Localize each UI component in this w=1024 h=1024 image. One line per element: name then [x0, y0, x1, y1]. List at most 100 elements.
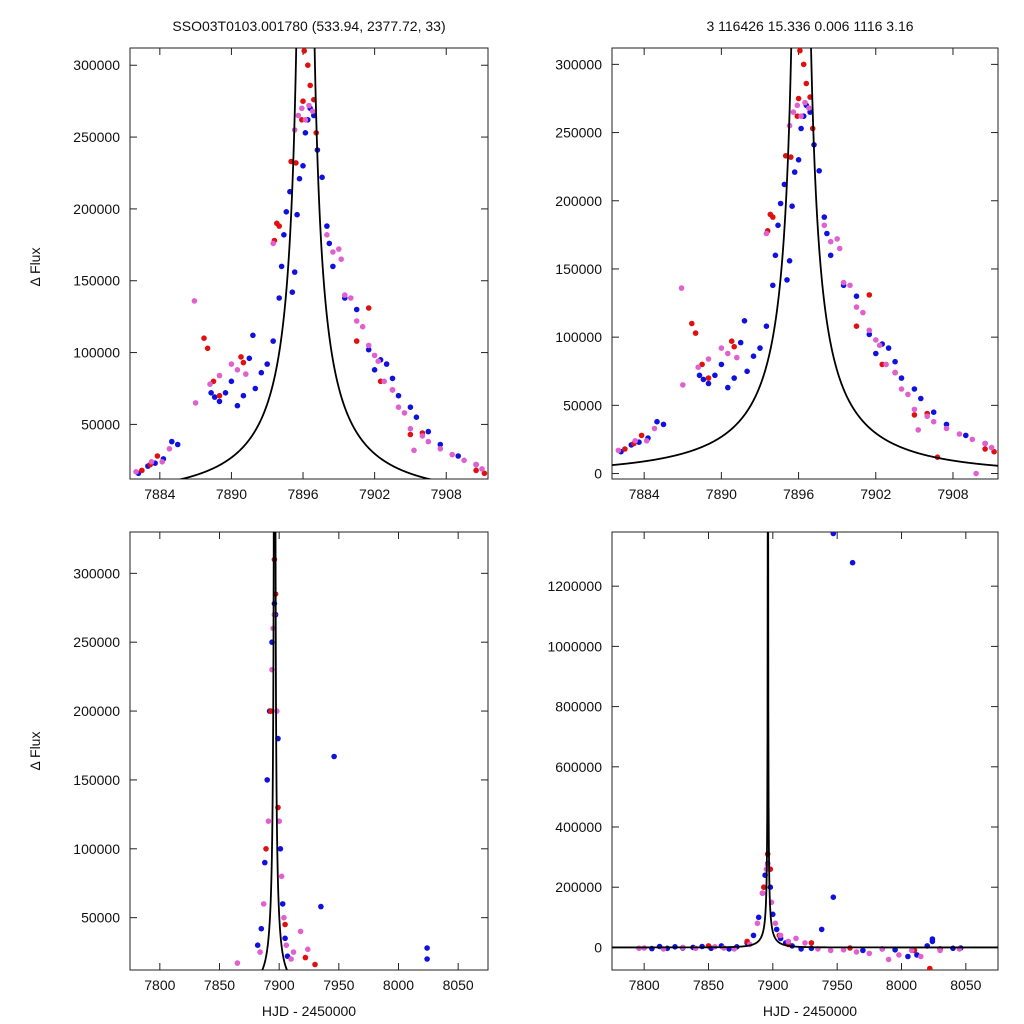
panel-top-right: 3 116426 15.336 0.006 1116 3.16 7884 7890… — [555, 18, 999, 502]
x-tick-label: 8050 — [950, 977, 981, 993]
data-point — [982, 446, 988, 452]
y-tick-label: 300000 — [555, 56, 602, 72]
data-point — [781, 181, 788, 188]
data-point — [289, 289, 296, 296]
data-point — [342, 292, 348, 298]
data-point — [991, 448, 997, 455]
data-point — [821, 222, 828, 229]
data-point — [159, 459, 165, 465]
data-point — [331, 753, 337, 760]
data-point — [365, 346, 372, 353]
data-point — [660, 421, 667, 428]
data-point — [750, 932, 757, 939]
data-point — [279, 901, 286, 907]
x-tick-label: 8000 — [886, 977, 917, 993]
data-point — [791, 169, 798, 175]
y-tick-label: 0 — [594, 939, 602, 955]
plot-area — [612, 532, 998, 970]
plot-frame — [129, 531, 489, 971]
y-tick-label: 0 — [594, 466, 602, 482]
data-point — [319, 174, 325, 181]
data-point — [866, 950, 873, 957]
y-axis-label: Δ Flux — [27, 248, 43, 287]
data-series — [133, 102, 485, 475]
data-point — [216, 398, 223, 405]
data-point — [770, 282, 776, 289]
data-point — [419, 433, 426, 439]
x-tick-label: 7884 — [144, 486, 175, 502]
panel-top-left: SSO03T0103.001780 (533.94, 2377.72, 33) … — [27, 18, 489, 502]
data-point — [276, 818, 283, 824]
data-point — [407, 425, 414, 432]
data-point — [927, 965, 933, 970]
data-point — [250, 332, 256, 339]
data-point — [324, 223, 330, 229]
data-point — [395, 404, 402, 411]
data-point — [759, 890, 766, 896]
x-tick-label: 7850 — [204, 977, 235, 993]
data-point — [885, 345, 892, 351]
data-point — [281, 232, 287, 238]
data-point — [174, 441, 181, 448]
data-point — [265, 818, 272, 824]
data-point — [437, 446, 444, 452]
data-point — [750, 353, 757, 360]
data-point — [763, 230, 770, 237]
data-point — [700, 376, 707, 383]
plot-frame — [129, 47, 489, 480]
y-tick-label: 1200000 — [547, 578, 602, 594]
data-point — [930, 409, 937, 416]
data-point — [425, 428, 432, 435]
y-tick-label: 100000 — [73, 345, 120, 361]
data-point — [291, 269, 298, 275]
data-point — [853, 304, 860, 310]
x-tick-label: 7850 — [693, 977, 724, 993]
data-point — [473, 467, 479, 474]
data-point — [638, 432, 645, 439]
data-point — [270, 240, 277, 247]
data-point — [834, 236, 840, 242]
data-point — [204, 345, 211, 352]
data-point — [365, 305, 372, 311]
data-point — [818, 926, 825, 933]
data-point — [830, 532, 837, 537]
plot-frame — [611, 47, 999, 480]
data-point — [918, 395, 924, 402]
data-point — [365, 342, 372, 349]
data-point — [802, 99, 808, 106]
data-point — [234, 402, 241, 409]
data-point — [794, 102, 801, 109]
data-point — [943, 425, 950, 432]
data-point — [264, 361, 271, 367]
data-point — [330, 263, 336, 270]
data-point — [905, 391, 911, 398]
x-tick-label: 7908 — [431, 486, 462, 502]
data-point — [302, 954, 309, 961]
data-point — [240, 359, 247, 366]
data-point — [651, 425, 658, 432]
data-point — [808, 940, 815, 946]
data-point — [371, 352, 378, 359]
data-point — [283, 942, 290, 948]
data-point — [294, 211, 300, 218]
data-series — [615, 99, 995, 477]
data-point — [254, 942, 261, 948]
data-point — [816, 168, 822, 174]
x-tick-label: 7896 — [287, 486, 318, 502]
data-point — [911, 406, 918, 413]
data-point — [788, 154, 794, 160]
data-point — [790, 109, 797, 115]
data-point — [725, 350, 731, 357]
data-point — [338, 256, 345, 263]
data-point — [353, 338, 360, 344]
x-tick-label: 7950 — [323, 977, 354, 993]
data-point — [718, 361, 725, 368]
data-point — [169, 438, 175, 445]
data-point — [772, 252, 779, 259]
data-point — [918, 953, 924, 960]
data-point — [276, 223, 283, 229]
data-point — [401, 410, 408, 416]
x-tick-label: 7902 — [860, 486, 891, 502]
data-point — [336, 246, 342, 252]
y-tick-label: 150000 — [73, 273, 120, 289]
